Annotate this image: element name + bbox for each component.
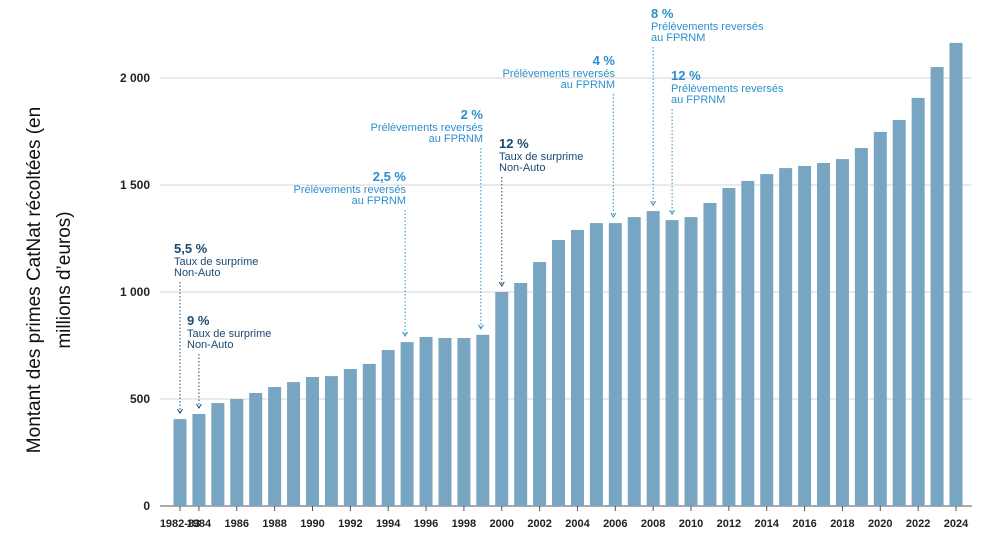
x-tick-label: 2012 <box>717 518 741 530</box>
y-tick-label: 500 <box>130 392 150 406</box>
bar <box>192 413 206 506</box>
x-tick-label: 2006 <box>603 518 627 530</box>
bar <box>305 376 319 506</box>
bar <box>798 165 812 507</box>
bar <box>324 376 338 506</box>
bar <box>684 217 698 506</box>
x-tick-label: 1996 <box>414 518 438 530</box>
annotation-text: Prélèvements reversés <box>503 68 616 80</box>
annotation-percent: 2,5 % <box>373 169 407 184</box>
bar <box>533 262 547 506</box>
bar <box>381 349 395 506</box>
bar <box>911 97 925 506</box>
x-tick-label: 1982-83 <box>160 518 200 530</box>
y-tick-label: 2 000 <box>120 71 150 85</box>
bar <box>457 338 471 506</box>
x-tick-label: 2010 <box>679 518 703 530</box>
annotation-percent: 4 % <box>593 53 616 68</box>
x-tick-label: 2022 <box>906 518 930 530</box>
annotation-text: Prélèvements reversés <box>651 21 764 33</box>
annotation-percent: 12 % <box>499 136 529 151</box>
x-tick-label: 2016 <box>792 518 816 530</box>
bar <box>343 369 357 506</box>
annotation-text: au FPRNM <box>352 195 406 207</box>
bar <box>854 147 868 506</box>
annotation-text: au FPRNM <box>561 79 615 91</box>
y-tick-label: 0 <box>143 499 150 513</box>
x-tick-label: 1994 <box>376 518 401 530</box>
annotation-percent: 5,5 % <box>174 241 208 256</box>
x-tick-label: 2002 <box>527 518 551 530</box>
bar <box>930 67 944 506</box>
bar <box>173 419 187 506</box>
x-tick-label: 1986 <box>225 518 249 530</box>
x-tick-label: 1988 <box>262 518 286 530</box>
annotation-percent: 12 % <box>671 68 701 83</box>
annotation-text: au FPRNM <box>651 32 705 44</box>
annotation-text: Non-Auto <box>187 339 233 351</box>
annotation-percent: 2 % <box>461 107 484 122</box>
x-tick-label: 1992 <box>338 518 362 530</box>
bar <box>873 131 887 507</box>
annotation-text: au FPRNM <box>671 94 725 106</box>
bar <box>249 393 263 506</box>
bar <box>211 403 225 506</box>
bar <box>646 211 660 506</box>
annotation-text: Prélèvements reversés <box>371 122 484 134</box>
annotation-text: Taux de surprime <box>499 151 583 163</box>
bar <box>741 180 755 506</box>
bar <box>362 363 376 506</box>
bar <box>892 119 906 506</box>
bar <box>268 387 282 506</box>
x-tick-label: 2000 <box>490 518 514 530</box>
annotation-text: Non-Auto <box>174 267 220 279</box>
x-tick-label: 1998 <box>452 518 476 530</box>
bar <box>703 202 717 506</box>
annotation-text: Prélèvements reversés <box>294 184 407 196</box>
bar <box>400 342 414 506</box>
bar <box>589 223 603 507</box>
x-tick-label: 2024 <box>944 518 969 530</box>
x-tick-label: 2014 <box>754 518 779 530</box>
x-tick-label: 2020 <box>868 518 892 530</box>
x-tick-label: 2004 <box>565 518 590 530</box>
x-tick-label: 2008 <box>641 518 665 530</box>
annotation-text: Non-Auto <box>499 162 545 174</box>
bar <box>570 229 584 506</box>
annotation-percent: 8 % <box>651 6 674 21</box>
bar <box>287 382 301 506</box>
bar <box>608 223 622 507</box>
bar <box>835 159 849 506</box>
annotation-percent: 9 % <box>187 313 210 328</box>
bar <box>230 399 244 506</box>
bar <box>817 162 831 506</box>
bar <box>495 292 509 506</box>
annotation-text: Taux de surprime <box>174 256 258 268</box>
annotation-text: au FPRNM <box>429 133 483 145</box>
x-tick-label: 1990 <box>300 518 324 530</box>
bar <box>779 168 793 506</box>
y-tick-label: 1 000 <box>120 285 150 299</box>
annotation-text: Taux de surprime <box>187 328 271 340</box>
x-tick-label: 2018 <box>830 518 854 530</box>
annotation-text: Prélèvements reversés <box>671 83 784 95</box>
bar <box>419 336 433 506</box>
bar <box>722 187 736 506</box>
y-tick-label: 1 500 <box>120 178 150 192</box>
bar <box>665 220 679 506</box>
bar <box>760 174 774 506</box>
x-tick-label: 1984 <box>187 518 212 530</box>
bar <box>476 334 490 506</box>
bar <box>627 217 641 506</box>
y-axis-title: Montant des primes CatNat récoltées (en <box>24 107 45 453</box>
bar <box>949 42 963 507</box>
bar <box>438 338 452 506</box>
bar <box>514 283 528 506</box>
bar <box>552 239 566 507</box>
y-axis-title: millions d’euros) <box>54 211 75 348</box>
